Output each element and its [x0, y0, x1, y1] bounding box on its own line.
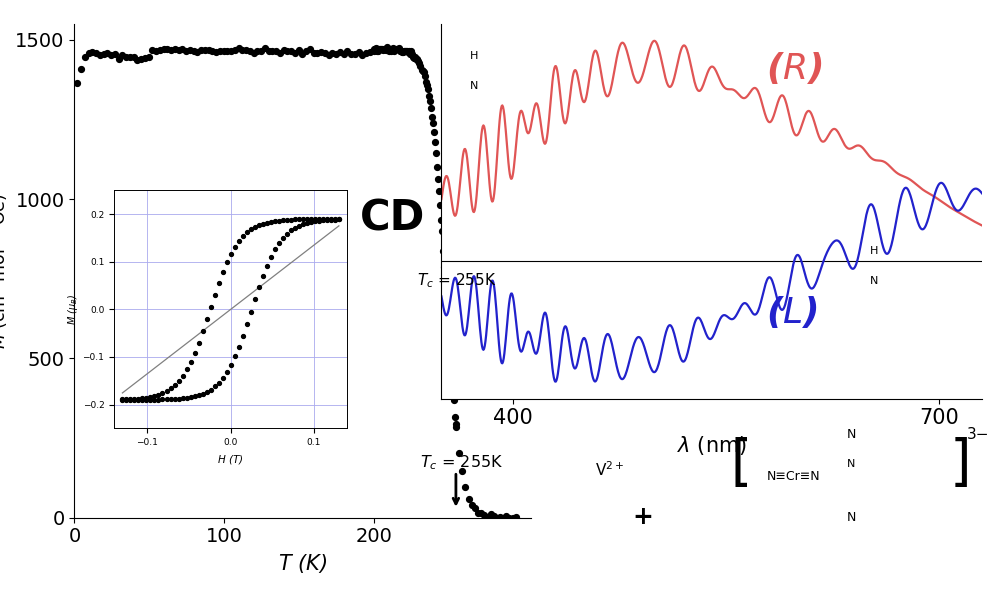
Y-axis label: $M$ ($\mu_{B}$): $M$ ($\mu_{B}$): [65, 294, 79, 325]
Text: N≡Cr≡N: N≡Cr≡N: [767, 469, 820, 483]
X-axis label: $H$ (T): $H$ (T): [217, 453, 244, 466]
Text: N: N: [469, 82, 478, 91]
Text: ($L$): ($L$): [766, 294, 817, 330]
X-axis label: $\lambda$ (nm): $\lambda$ (nm): [677, 434, 747, 457]
Y-axis label: $M$ (cm$^3$ mol$^{-1}$ Oe): $M$ (cm$^3$ mol$^{-1}$ Oe): [0, 193, 10, 349]
Text: ]: ]: [945, 437, 979, 491]
Text: 3−: 3−: [967, 427, 990, 442]
Text: $T_c$ = 255K: $T_c$ = 255K: [420, 453, 503, 472]
Text: H: H: [469, 51, 478, 61]
Text: N: N: [846, 511, 856, 524]
Text: CD: CD: [360, 198, 426, 240]
Text: +: +: [632, 505, 654, 528]
Text: V$^{2+}$: V$^{2+}$: [595, 461, 625, 479]
X-axis label: $T$ (K): $T$ (K): [278, 552, 327, 575]
Text: N: N: [870, 276, 878, 286]
Text: [: [: [722, 437, 756, 491]
Text: H: H: [870, 246, 878, 256]
Text: N: N: [846, 428, 856, 441]
Text: N: N: [847, 459, 855, 469]
Text: $T_c$ = 255K: $T_c$ = 255K: [417, 271, 496, 290]
Text: ($R$): ($R$): [766, 50, 822, 86]
